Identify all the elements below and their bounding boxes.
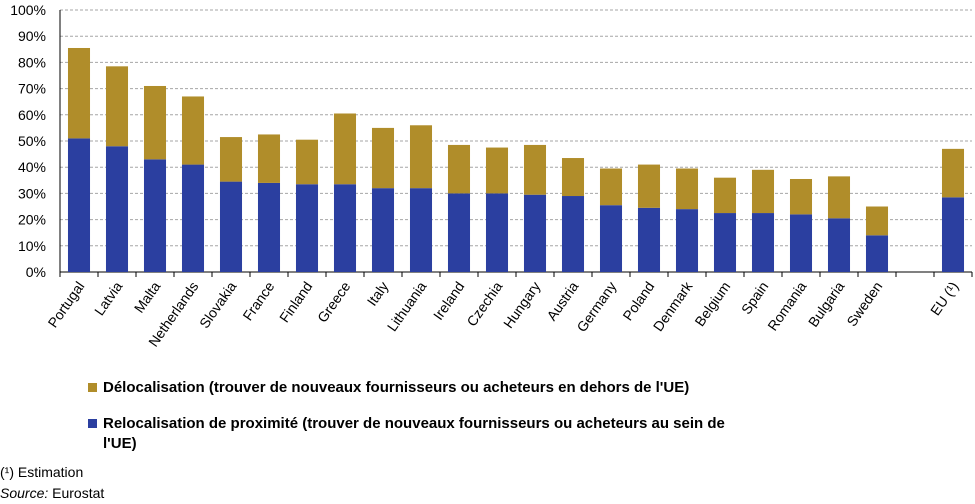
legend-label-delocalisation: Délocalisation (trouver de nouveaux four… xyxy=(103,379,690,396)
bar-relocalisation xyxy=(181,164,205,272)
bar-delocalisation xyxy=(865,206,889,236)
legend-label-relocalisation: Relocalisation de proximité (trouver de … xyxy=(103,415,725,452)
bar-relocalisation xyxy=(675,209,699,272)
bar-relocalisation xyxy=(219,181,243,272)
bar-delocalisation xyxy=(105,66,129,147)
x-tick-label: Slovakia xyxy=(196,278,240,331)
x-tick-label: Belgium xyxy=(691,279,733,330)
source-note: Source: Eurostat xyxy=(0,483,104,503)
bar-delocalisation xyxy=(941,148,965,198)
bar-delocalisation xyxy=(409,125,433,189)
bar-delocalisation xyxy=(751,169,775,214)
x-tick-label: Sweden xyxy=(843,279,885,330)
y-tick-label: 0% xyxy=(26,264,46,280)
x-tick-label: Portugal xyxy=(44,279,87,331)
bar-delocalisation xyxy=(295,139,319,185)
legend-item-relocalisation: Relocalisation de proximité (trouver de … xyxy=(88,414,728,454)
legend-item-delocalisation: Délocalisation (trouver de nouveaux four… xyxy=(88,378,728,398)
bar-relocalisation xyxy=(409,188,433,272)
x-tick-label: Latvia xyxy=(91,278,126,318)
source-label: Source: xyxy=(0,485,49,501)
x-tick-label: Greece xyxy=(314,278,354,325)
bar-delocalisation xyxy=(67,47,91,139)
bar-delocalisation xyxy=(713,177,737,214)
bar-delocalisation xyxy=(675,168,699,210)
y-tick-label: 70% xyxy=(18,81,46,97)
x-tick-label: Poland xyxy=(619,279,657,324)
bar-relocalisation xyxy=(789,214,813,272)
y-tick-label: 80% xyxy=(18,54,46,70)
footnote: (¹) Estimation xyxy=(0,464,84,480)
bar-delocalisation xyxy=(637,164,661,208)
bar-relocalisation xyxy=(143,159,167,272)
bar-relocalisation xyxy=(105,146,129,272)
y-tick-label: 20% xyxy=(18,212,46,228)
x-tick-label: EU (¹) xyxy=(927,279,962,319)
bar-delocalisation xyxy=(789,178,813,215)
x-tick-label: Ireland xyxy=(430,279,468,323)
bar-relocalisation xyxy=(67,138,91,272)
bar-relocalisation xyxy=(637,207,661,272)
y-tick-label: 60% xyxy=(18,107,46,123)
bar-relocalisation xyxy=(865,235,889,272)
bar-delocalisation xyxy=(447,144,471,194)
x-tick-label: Austria xyxy=(543,278,581,323)
x-tick-label: Spain xyxy=(738,279,772,318)
y-tick-label: 90% xyxy=(18,28,46,44)
bar-relocalisation xyxy=(333,184,357,272)
bar-relocalisation xyxy=(751,213,775,272)
x-tick-label: Romania xyxy=(764,278,809,333)
bar-delocalisation xyxy=(485,147,509,194)
x-tick-label: Finland xyxy=(276,279,315,326)
x-tick-label: Bulgaria xyxy=(805,278,848,329)
bar-delocalisation xyxy=(523,144,547,195)
bar-relocalisation xyxy=(599,205,623,272)
bar-delocalisation xyxy=(827,176,851,219)
legend: Délocalisation (trouver de nouveaux four… xyxy=(88,378,728,470)
bar-relocalisation xyxy=(713,213,737,272)
bar-delocalisation xyxy=(143,85,167,160)
stacked-bar-chart: 0% 10% 20% 30% 40% 50% 60% 70% 80% 90% 100% Portuga… xyxy=(10,2,973,350)
y-tick-label: 40% xyxy=(18,159,46,175)
bar-delocalisation xyxy=(599,168,623,206)
bar-delocalisation xyxy=(219,137,243,182)
bar-relocalisation xyxy=(257,182,281,272)
y-tick-label: 100% xyxy=(10,2,46,18)
x-tick-label: Italy xyxy=(364,279,392,309)
bar-delocalisation xyxy=(333,113,357,185)
y-tick-label: 50% xyxy=(18,133,46,149)
bar-delocalisation xyxy=(181,96,205,165)
x-tick-label: Malta xyxy=(131,278,164,315)
bar-relocalisation xyxy=(827,218,851,272)
bar-relocalisation xyxy=(523,194,547,272)
bar-relocalisation xyxy=(941,197,965,272)
bar-delocalisation xyxy=(371,127,395,189)
bar-delocalisation xyxy=(257,134,281,183)
legend-swatch-relocalisation xyxy=(88,419,97,428)
bar-relocalisation xyxy=(561,196,585,272)
x-tick-label: Hungary xyxy=(500,279,543,332)
source-value: Eurostat xyxy=(52,485,105,501)
bar-relocalisation xyxy=(371,188,395,272)
legend-swatch-delocalisation xyxy=(88,383,97,392)
y-tick-label: 30% xyxy=(18,185,46,201)
x-tick-label: Lithuania xyxy=(384,278,430,334)
x-tick-label: France xyxy=(239,278,277,323)
bar-delocalisation xyxy=(561,158,585,197)
bar-relocalisation xyxy=(295,184,319,272)
bar-relocalisation xyxy=(447,193,471,272)
x-tick-label: Denmark xyxy=(650,278,696,335)
y-tick-label: 10% xyxy=(18,238,46,254)
bar-relocalisation xyxy=(485,193,509,272)
